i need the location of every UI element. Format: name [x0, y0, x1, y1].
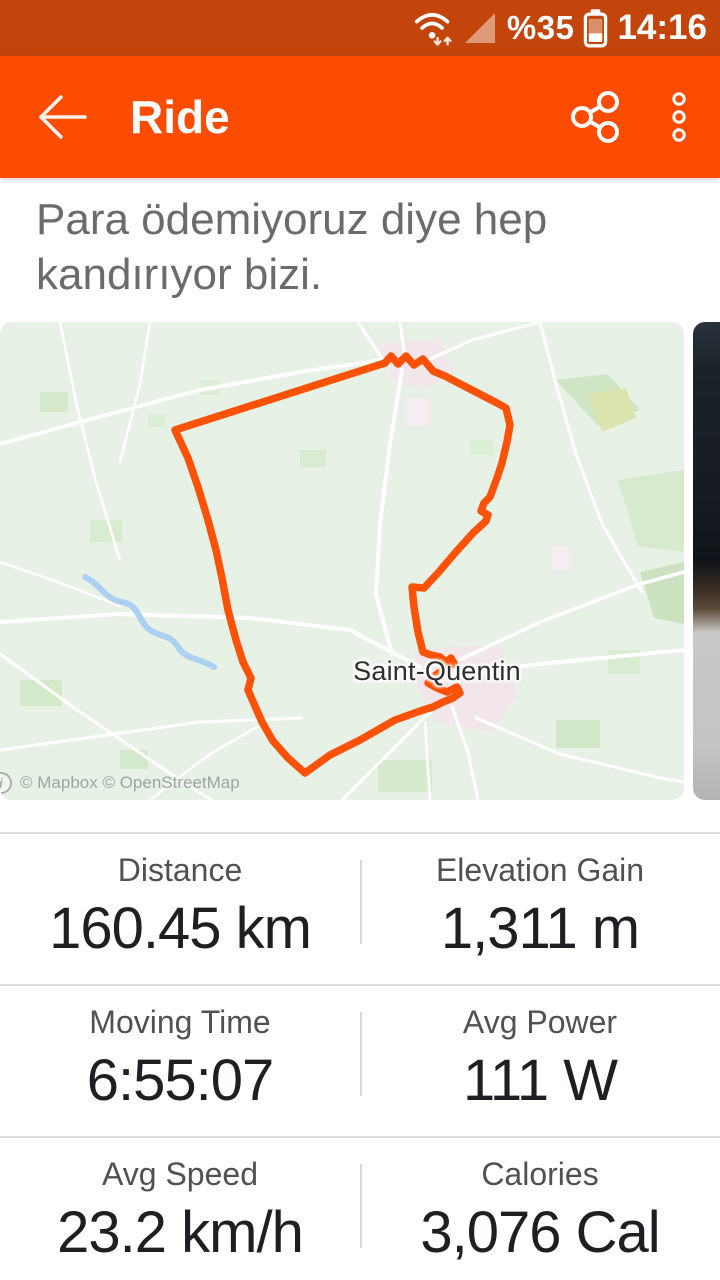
overflow-menu-icon: [672, 92, 686, 142]
media-carousel[interactable]: Saint-Quentin i © Mapbox © OpenStreetMap: [0, 322, 720, 800]
route-polyline: [171, 352, 514, 777]
map-place-label: Saint-Quentin: [353, 656, 521, 686]
stat-value: 3,076 Cal: [420, 1200, 660, 1265]
stat-moving-time: Moving Time 6:55:07: [0, 986, 360, 1136]
stats-row-2: Moving Time 6:55:07 Avg Power 111 W: [0, 984, 720, 1136]
stat-calories: Calories 3,076 Cal: [360, 1138, 720, 1280]
back-button[interactable]: [36, 94, 88, 140]
stat-value: 23.2 km/h: [57, 1200, 304, 1265]
stat-value: 6:55:07: [86, 1048, 275, 1113]
stat-label: Distance: [117, 852, 243, 888]
page-title: Ride: [130, 91, 230, 143]
stat-label: Calories: [481, 1156, 599, 1192]
status-bar: %35 14:16: [0, 0, 720, 56]
share-icon: [571, 91, 619, 143]
battery-icon: [584, 8, 608, 47]
stat-label: Avg Speed: [102, 1156, 258, 1192]
battery-percent-text: %35: [506, 9, 575, 46]
stat-value: 1,311 m: [440, 896, 640, 961]
next-photo-thumbnail[interactable]: [693, 322, 720, 800]
activity-description: Para ödemiyoruz diye hep kandırıyor bizi…: [36, 195, 548, 299]
stat-value: 160.45 km: [49, 896, 312, 961]
overflow-menu-button[interactable]: [668, 90, 690, 144]
stat-label: Elevation Gain: [435, 852, 645, 888]
stats-grid: Distance 160.45 km Elevation Gain 1,311 …: [0, 832, 720, 1280]
map-canvas: [0, 322, 684, 800]
river: [82, 574, 217, 670]
stat-distance: Distance 160.45 km: [0, 834, 360, 984]
clock-text: 14:16: [617, 8, 707, 47]
map-attribution: i © Mapbox © OpenStreetMap: [0, 772, 240, 794]
stat-value: 111 W: [462, 1048, 618, 1113]
stat-avg-speed: Avg Speed 23.2 km/h: [0, 1138, 360, 1280]
stats-row-1: Distance 160.45 km Elevation Gain 1,311 …: [0, 832, 720, 984]
stat-label: Avg Power: [462, 1004, 618, 1040]
back-arrow-icon: [39, 95, 87, 139]
signal-strength-icon: [464, 13, 495, 43]
stats-row-3: Avg Speed 23.2 km/h Calories 3,076 Cal: [0, 1136, 720, 1280]
stat-label: Moving Time: [89, 1004, 271, 1040]
activity-detail: Para ödemiyoruz diye hep kandırıyor bizi…: [0, 192, 720, 1280]
app-bar: Ride: [0, 56, 720, 178]
stat-avg-power: Avg Power 111 W: [360, 986, 720, 1136]
wifi-icon: [414, 13, 452, 46]
attribution-text: © Mapbox © OpenStreetMap: [20, 773, 240, 792]
route-map[interactable]: Saint-Quentin i © Mapbox © OpenStreetMap: [0, 322, 684, 800]
info-icon[interactable]: i: [0, 772, 12, 794]
share-button[interactable]: [570, 91, 622, 143]
stat-elevation-gain: Elevation Gain 1,311 m: [360, 834, 720, 984]
